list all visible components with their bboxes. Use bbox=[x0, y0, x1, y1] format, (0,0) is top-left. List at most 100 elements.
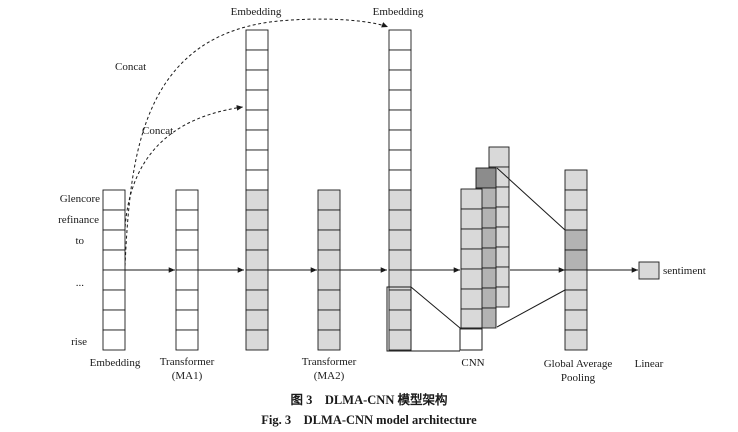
cell-columns bbox=[102, 29, 660, 351]
embedding-column-top2-cell bbox=[388, 329, 412, 351]
embedding-column-top1-cell bbox=[245, 169, 269, 191]
cnn-connections bbox=[386, 167, 566, 352]
global-average-pooling-column-cell bbox=[564, 269, 588, 291]
token-to: to bbox=[75, 235, 84, 247]
embedding-column-top1-cell bbox=[245, 69, 269, 91]
global-average-pooling-column-cell bbox=[564, 209, 588, 231]
token-rise: rise bbox=[71, 336, 87, 348]
transformer2-column-cell bbox=[317, 189, 341, 211]
transformer1-sublabel: (MA1) bbox=[172, 370, 203, 382]
token-refinance: refinance bbox=[58, 214, 99, 226]
token-glencore: Glencore bbox=[60, 193, 100, 205]
global-average-pooling-column-cell bbox=[564, 329, 588, 351]
global-average-pooling-column bbox=[564, 169, 588, 351]
global-average-pooling-column-cell bbox=[564, 189, 588, 211]
transformer1-column-cell bbox=[175, 249, 199, 271]
cnn-feature-map-2-cell bbox=[475, 167, 497, 189]
embedding-column-top1-cell bbox=[245, 329, 269, 351]
embedding-column-bottom-cell bbox=[102, 269, 126, 291]
transformer2-label: Transformer bbox=[302, 356, 357, 368]
embedding-column-top2-cell bbox=[388, 309, 412, 331]
cnn-feature-map-1-cell bbox=[460, 268, 483, 290]
global-average-pooling-column-cell bbox=[564, 289, 588, 311]
embedding-column-top2-cell bbox=[388, 189, 412, 211]
embedding-column-top1-cell bbox=[245, 209, 269, 231]
cnn-feature-map-1-cell bbox=[460, 188, 483, 210]
cnn-feature-map-1-cell bbox=[460, 248, 483, 270]
embedding-column-top1-cell bbox=[245, 89, 269, 111]
embedding-column-top2-cell bbox=[388, 249, 412, 271]
transformer2-column-cell bbox=[317, 309, 341, 331]
embedding-label-top2: Embedding bbox=[373, 6, 424, 18]
concat-label-lower: Concat bbox=[142, 125, 173, 137]
transformer1-column-cell bbox=[175, 189, 199, 211]
embedding-column-top2-cell bbox=[388, 289, 412, 311]
embedding-column-top1-cell bbox=[245, 109, 269, 131]
embedding-column-top2-cell bbox=[388, 129, 412, 151]
embedding-column-top2-cell bbox=[388, 209, 412, 231]
transformer2-sublabel: (MA2) bbox=[314, 370, 345, 382]
linear-label: Linear bbox=[635, 358, 664, 370]
embedding-column-bottom-cell bbox=[102, 289, 126, 311]
embedding-column-top1-cell bbox=[245, 289, 269, 311]
cnn-feature-map-1-cell bbox=[460, 288, 483, 310]
embedding-column-bottom-cell bbox=[102, 229, 126, 251]
caption-chinese: 图 3 DLMA-CNN 模型架构 bbox=[291, 392, 448, 407]
embedding-column-top2-cell bbox=[388, 89, 412, 111]
caption-english: Fig. 3 DLMA-CNN model architecture bbox=[261, 413, 477, 427]
embedding-column-bottom-cell bbox=[102, 249, 126, 271]
embedding-column-top1-cell bbox=[245, 229, 269, 251]
embedding-column-top1-cell bbox=[245, 309, 269, 331]
embedding-column-top1-cell bbox=[245, 149, 269, 171]
embedding-column-top1-cell bbox=[245, 269, 269, 291]
transformer1-column-cell bbox=[175, 309, 199, 331]
embedding-label-bottom: Embedding bbox=[90, 357, 141, 369]
embedding-column-top2-cell bbox=[388, 109, 412, 131]
transformer2-column-cell bbox=[317, 209, 341, 231]
gap-label-line2: Pooling bbox=[561, 372, 596, 384]
transformer2-column-cell bbox=[317, 229, 341, 251]
transformer1-column bbox=[175, 189, 199, 351]
embedding-column-bottom-cell bbox=[102, 309, 126, 331]
embedding-column-top1-cell bbox=[245, 29, 269, 51]
cnn-feature-map-1 bbox=[460, 188, 483, 330]
cnn-feature-map-1-cell bbox=[460, 228, 483, 250]
embedding-column-top2-cell bbox=[388, 169, 412, 191]
transformer2-column bbox=[317, 189, 341, 351]
embedding-column-bottom-cell bbox=[102, 189, 126, 211]
embedding-column-top1-cell bbox=[245, 249, 269, 271]
transformer1-column-cell bbox=[175, 269, 199, 291]
linear-output-cell-cell bbox=[638, 261, 660, 280]
global-average-pooling-column-cell bbox=[564, 169, 588, 191]
embedding-column-top2-cell bbox=[388, 49, 412, 71]
embedding-column-top2-cell bbox=[388, 149, 412, 171]
cnn-feature-map-3-cell bbox=[488, 146, 510, 168]
embedding-column-top2-cell bbox=[388, 229, 412, 251]
embedding-column-top2-cell bbox=[388, 29, 412, 51]
transformer1-column-cell bbox=[175, 209, 199, 231]
transformer1-column-cell bbox=[175, 289, 199, 311]
cnn-feature-map-1-cell bbox=[460, 308, 483, 330]
embedding-column-top2 bbox=[388, 29, 412, 351]
embedding-column-top1-cell bbox=[245, 49, 269, 71]
linear-output-cell bbox=[638, 261, 660, 280]
embedding-column-top2-cell bbox=[388, 69, 412, 91]
global-average-pooling-column-cell bbox=[564, 229, 588, 251]
embedding-column-top1-cell bbox=[245, 129, 269, 151]
gap-label-line1: Global Average bbox=[544, 358, 613, 370]
concat-label-top: Concat bbox=[115, 61, 146, 73]
transformer2-column-cell bbox=[317, 249, 341, 271]
embedding-column-top1 bbox=[245, 29, 269, 351]
transformer2-column-cell bbox=[317, 329, 341, 351]
embedding-label-top1: Embedding bbox=[231, 6, 282, 18]
transformer2-column-cell bbox=[317, 269, 341, 291]
cnn-label: CNN bbox=[461, 357, 484, 369]
embedding-column-top1-cell bbox=[245, 189, 269, 211]
embedding-column-bottom bbox=[102, 189, 126, 351]
transformer1-label: Transformer bbox=[160, 356, 215, 368]
output-label: sentiment bbox=[663, 265, 706, 277]
transformer1-column-cell bbox=[175, 229, 199, 251]
embedding-column-bottom-cell bbox=[102, 329, 126, 351]
token-ellipsis: ... bbox=[76, 277, 85, 289]
